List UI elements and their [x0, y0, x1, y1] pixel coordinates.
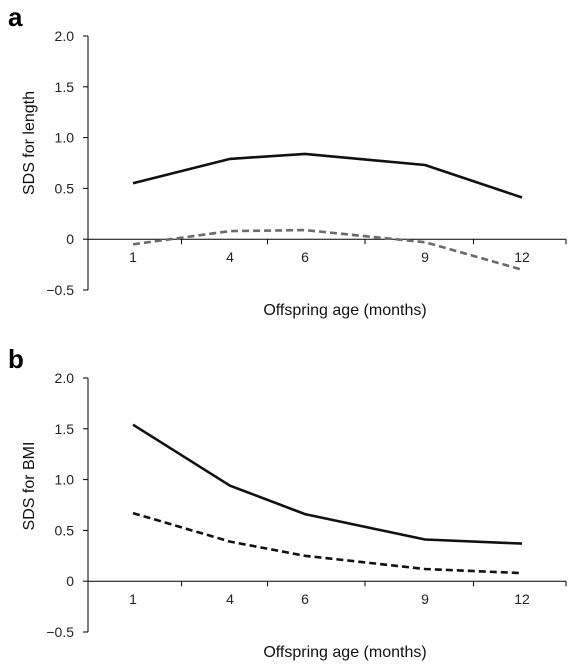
panel-b-x-tick-label: 4: [226, 591, 234, 607]
panel-a-series: [132, 152, 523, 271]
panel-a-y-axis-label: SDS for length: [21, 91, 38, 195]
panel-b-x-tick-label: 12: [514, 591, 530, 607]
panel-a-series-line-dashed: [132, 228, 523, 271]
panel-b-x-tick-label: 1: [129, 591, 137, 607]
panel-b-x-ticks: 1 4 6 9 12: [87, 581, 567, 607]
panel-b-y-tick-label: 2.0: [55, 370, 75, 386]
panel-a-x-tick-label: 6: [301, 249, 309, 265]
panel-a: a SDS for length Offspring age (months) …: [8, 2, 567, 319]
panel-b-series-line-solid: [132, 423, 523, 545]
panel-a-letter: a: [8, 2, 23, 32]
panel-a-y-tick-label: −0.5: [46, 282, 74, 298]
panel-b-axes: [87, 378, 566, 632]
panel-b-y-tick-label: −0.5: [46, 624, 74, 640]
panel-b-series: [132, 423, 523, 575]
panel-b: b SDS for BMI Offspring age (months) 2.0…: [8, 344, 567, 661]
panel-b-y-tick-label: 0.5: [55, 522, 75, 538]
panel-b-series-line-dashed: [132, 511, 523, 575]
panel-b-y-tick-label: 0: [66, 573, 74, 589]
panel-a-y-tick-label: 0.5: [55, 180, 75, 196]
panel-a-y-tick-label: 1.0: [55, 130, 75, 146]
panel-a-x-tick-label: 12: [514, 249, 530, 265]
panel-b-x-axis-label: Offspring age (months): [263, 644, 426, 661]
panel-a-x-tick-label: 9: [421, 249, 429, 265]
panel-b-letter: b: [8, 344, 24, 374]
panel-b-y-tick-label: 1.0: [55, 472, 75, 488]
panel-b-x-tick-label: 9: [421, 591, 429, 607]
panel-b-y-tick-label: 1.5: [55, 421, 75, 437]
panel-a-y-tick-label: 2.0: [55, 28, 75, 44]
panel-b-x-tick-label: 6: [301, 591, 309, 607]
panel-a-y-tick-label: 1.5: [55, 79, 75, 95]
panel-a-axes: [87, 36, 566, 290]
panel-a-y-ticks: 2.0 1.5 1.0 0.5 0 −0.5: [46, 28, 88, 298]
panel-a-x-tick-label: 1: [129, 249, 137, 265]
panel-a-y-tick-label: 0: [66, 231, 74, 247]
panel-a-series-line-solid: [132, 152, 523, 199]
panel-b-y-axis-label: SDS for BMI: [21, 442, 38, 531]
panel-a-x-axis-label: Offspring age (months): [263, 302, 426, 319]
panel-a-x-ticks: 1 4 6 9 12: [87, 239, 567, 265]
panel-a-x-tick-label: 4: [226, 249, 234, 265]
panel-b-y-ticks: 2.0 1.5 1.0 0.5 0 −0.5: [46, 370, 88, 640]
